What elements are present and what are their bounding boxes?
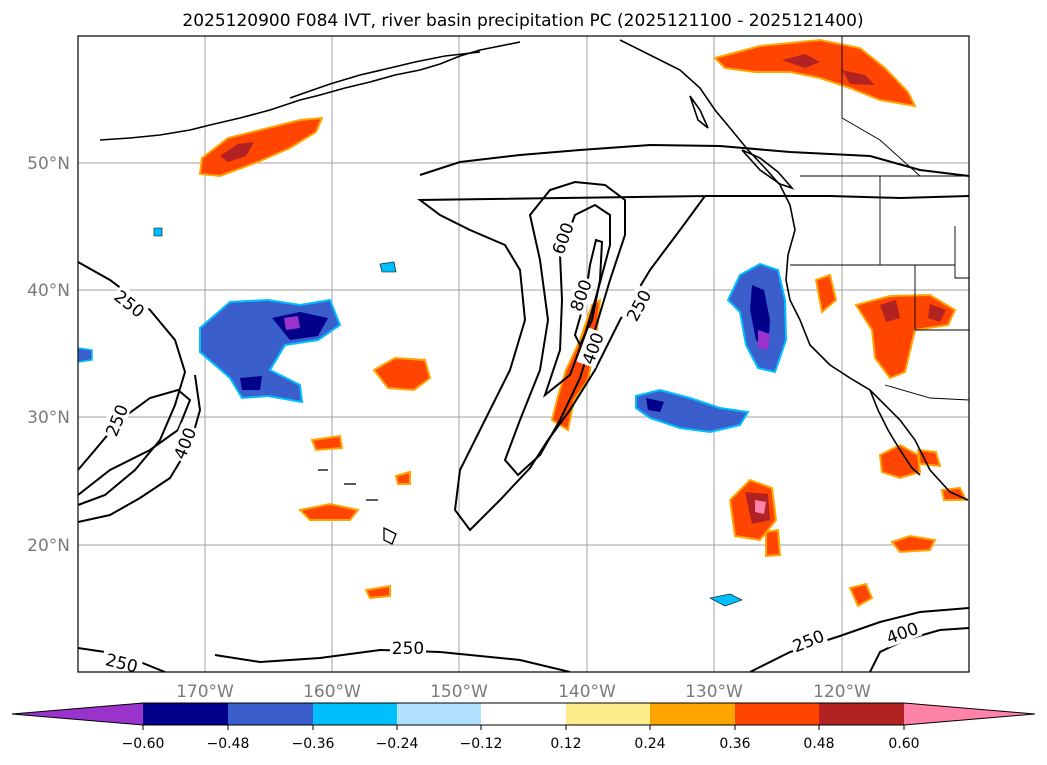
colorbar-tick-3: −0.36 xyxy=(292,736,335,752)
hawaii-islands xyxy=(318,469,397,545)
colorbar-bin-8 xyxy=(735,703,819,725)
precip-region-neg-spot-4 xyxy=(78,347,93,363)
coastline-haida-gwaii xyxy=(689,95,709,129)
colorbar: −0.60 −0.48 −0.36 −0.24 −0.12 0.12 0.24 … xyxy=(11,702,1036,752)
colorbar-tick-10: 0.60 xyxy=(888,736,919,752)
colorbar-extend-under xyxy=(12,703,143,725)
coastline-alaska-aleutians xyxy=(99,41,521,141)
contour-400-central xyxy=(503,180,626,477)
precip-region-subtropic-over xyxy=(755,500,766,514)
precip-region-spot-7 xyxy=(814,273,838,314)
lat-label-30n: 30°N xyxy=(27,408,70,428)
precip-region-mexico xyxy=(890,534,937,554)
precip-region-spot-5 xyxy=(394,470,411,485)
contour-250-south xyxy=(214,648,571,672)
coastline-alaska-peninsula xyxy=(289,51,481,99)
map-panel: 250 250 400 600 800 400 250 250 250 250 xyxy=(77,35,970,677)
colorbar-tick-2: −0.48 xyxy=(207,736,250,752)
figure-title: 2025120900 F084 IVT, river basin precipi… xyxy=(182,11,863,31)
lon-label-170w: 170°W xyxy=(176,682,234,702)
colorbar-tick-8: 0.36 xyxy=(719,736,750,752)
precip-region-california-core2 xyxy=(928,304,946,322)
colorbar-bin-4 xyxy=(397,703,481,725)
precip-region-spot-8 xyxy=(848,582,874,608)
lon-label-120w: 120°W xyxy=(813,682,871,702)
lon-label-160w: 160°W xyxy=(303,682,361,702)
precip-region-neg-east-core2 xyxy=(758,330,770,350)
precip-region-spot-4 xyxy=(364,584,391,600)
coastline-southeast-alaska-bc xyxy=(619,39,791,206)
colorbar-bin-3 xyxy=(313,703,397,725)
precip-region-neg-central xyxy=(635,388,750,434)
border-us-mexico xyxy=(884,384,969,401)
colorbar-bin-2 xyxy=(228,703,313,725)
precip-region-gulf-alaska xyxy=(713,38,917,108)
precip-region-aleutian-core xyxy=(220,142,254,162)
precip-region-neg-west-core2 xyxy=(284,316,300,330)
lon-label-140w: 140°W xyxy=(558,682,616,702)
coastline-us-west xyxy=(785,204,969,501)
colorbar-bin-9 xyxy=(819,703,904,725)
precip-region-aleutian xyxy=(198,116,324,178)
gridlines xyxy=(78,36,969,672)
colorbar-bin-1 xyxy=(143,703,228,725)
precip-region-spot-9 xyxy=(916,448,942,468)
border-us-states-3 xyxy=(914,265,969,331)
precip-region-neg-central-core xyxy=(646,398,664,412)
precip-region-spot-6 xyxy=(765,528,782,558)
precip-region-spot-2 xyxy=(310,434,344,452)
contour-label-250-d: 250 xyxy=(392,639,424,659)
colorbar-bin-6 xyxy=(566,703,650,725)
map-frame xyxy=(77,35,970,673)
contour-label-250-e: 250 xyxy=(103,650,139,677)
colorbar-bin-7 xyxy=(650,703,735,725)
precip-region-gulf-alaska-core2 xyxy=(842,70,875,85)
precip-region-baja xyxy=(878,443,922,480)
border-us-states-4 xyxy=(954,226,969,279)
lat-label-50n: 50°N xyxy=(27,154,70,174)
colorbar-tick-7: 0.24 xyxy=(634,736,665,752)
coastline-baja xyxy=(869,389,921,476)
longitude-labels: 170°W 160°W 150°W 140°W 130°W 120°W xyxy=(176,682,871,702)
colorbar-bin-5 xyxy=(481,703,566,725)
colorbar-tick-5: −0.12 xyxy=(460,736,503,752)
precip-pc-shading xyxy=(78,38,968,608)
precip-region-neg-spot-1 xyxy=(709,593,743,607)
lon-label-130w: 130°W xyxy=(685,682,743,702)
precip-region-california-core xyxy=(880,300,900,322)
lat-label-40n: 40°N xyxy=(27,281,70,301)
precip-region-neg-spot-3 xyxy=(153,227,163,237)
contour-250-central xyxy=(417,143,969,532)
contour-250-southeast xyxy=(749,607,969,672)
colorbar-extend-over xyxy=(904,703,1035,725)
colorbar-tick-4: −0.24 xyxy=(376,736,419,752)
coastline-vancouver-island xyxy=(741,149,795,190)
precip-region-neg-west-core3 xyxy=(240,376,262,390)
latitude-labels: 50°N 40°N 30°N 20°N xyxy=(27,154,70,556)
lat-label-20n: 20°N xyxy=(27,536,70,556)
precip-region-spot-1 xyxy=(372,356,432,392)
coastlines xyxy=(99,39,969,501)
contour-250-west-b xyxy=(78,374,202,523)
precip-region-spot-3 xyxy=(297,502,360,521)
precip-region-gulf-alaska-core xyxy=(782,54,820,68)
colorbar-tick-9: 0.48 xyxy=(803,736,834,752)
colorbar-tick-1: −0.60 xyxy=(122,736,165,752)
precip-region-neg-spot-2 xyxy=(379,261,397,273)
borders xyxy=(790,36,969,401)
lon-label-150w: 150°W xyxy=(430,682,488,702)
colorbar-tick-6: 0.12 xyxy=(550,736,581,752)
border-alaska-canada xyxy=(841,36,921,177)
